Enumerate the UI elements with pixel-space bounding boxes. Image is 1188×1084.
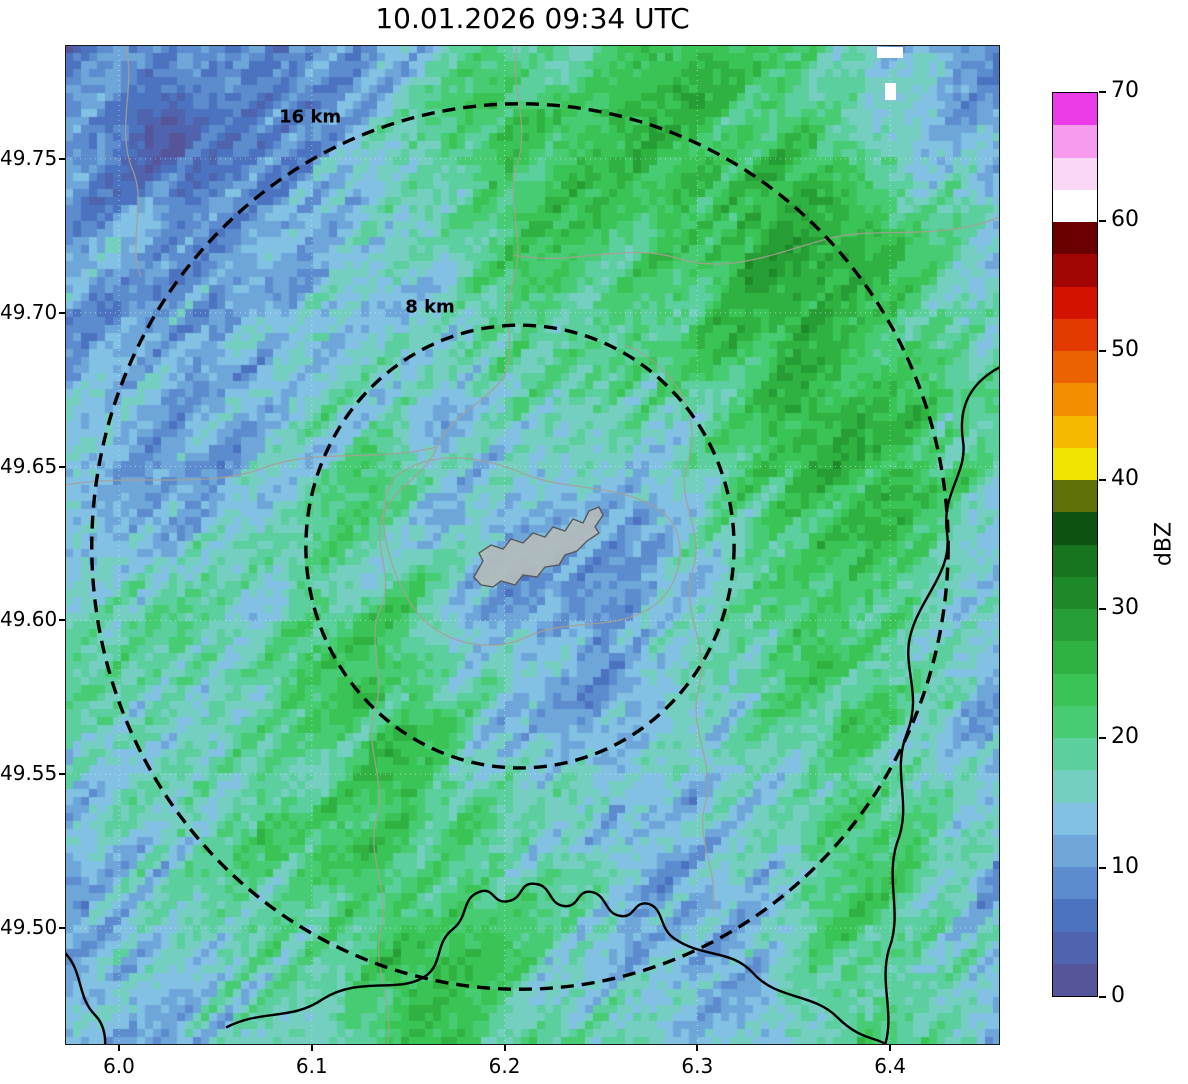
x-tick-mark: [696, 1045, 699, 1051]
y-tick-mark: [59, 311, 65, 314]
y-tick-label: 49.70: [0, 299, 58, 324]
y-tick-label: 49.60: [0, 607, 58, 632]
y-tick-mark: [59, 157, 65, 160]
colorbar-tick-label: 0: [1111, 983, 1125, 1008]
colorbar-segment: [1053, 189, 1097, 222]
range-ring-label-8km: 8 km: [405, 296, 455, 318]
colorbar-segment: [1053, 447, 1097, 480]
colorbar-segment: [1053, 802, 1097, 835]
colorbar-tick-label: 50: [1111, 336, 1139, 362]
colorbar-segment: [1053, 705, 1097, 738]
colorbar-segment: [1053, 867, 1097, 900]
x-tick-label: 6.2: [488, 1054, 521, 1078]
figure-title: 10.01.2026 09:34 UTC: [375, 2, 690, 35]
colorbar-segment: [1053, 157, 1097, 190]
colorbar-segment: [1053, 512, 1097, 545]
colorbar-segment: [1053, 125, 1097, 158]
x-tick-label: 6.3: [681, 1054, 714, 1078]
colorbar-tick-mark: [1099, 866, 1106, 869]
y-tick-mark: [59, 773, 65, 776]
colorbar-tick-mark: [1099, 478, 1106, 481]
colorbar-segment: [1053, 480, 1097, 513]
y-tick-label: 49.55: [0, 761, 58, 786]
radar-reflectivity-canvas: [65, 45, 1000, 1045]
colorbar-tick-label: 60: [1111, 207, 1139, 233]
colorbar-segment: [1053, 318, 1097, 351]
x-tick-mark: [117, 1045, 120, 1051]
colorbar-segment: [1053, 93, 1097, 126]
colorbar-tick-mark: [1099, 996, 1106, 998]
colorbar-segment: [1053, 576, 1097, 609]
colorbar-segment: [1053, 931, 1097, 964]
colorbar-segment: [1053, 383, 1097, 416]
colorbar-segment: [1053, 609, 1097, 642]
colorbar-segment: [1053, 899, 1097, 932]
colorbar-tick-mark: [1099, 91, 1106, 93]
colorbar-segment: [1053, 415, 1097, 448]
colorbar-segment: [1053, 770, 1097, 803]
colorbar-segment: [1053, 673, 1097, 706]
colorbar-tick-mark: [1099, 608, 1106, 611]
colorbar-tick-mark: [1099, 349, 1106, 352]
range-ring-label-16km: 16 km: [279, 106, 342, 128]
colorbar-tick-mark: [1099, 737, 1106, 740]
x-tick-mark: [889, 1045, 892, 1051]
x-tick-label: 6.4: [874, 1054, 907, 1078]
colorbar-segment: [1053, 738, 1097, 771]
y-tick-label: 49.50: [0, 915, 58, 940]
colorbar-segment: [1053, 544, 1097, 577]
x-tick-label: 6.1: [295, 1054, 328, 1078]
y-tick-mark: [59, 465, 65, 468]
colorbar-segment: [1053, 286, 1097, 319]
colorbar-tick-label: 40: [1111, 465, 1139, 491]
colorbar-tick-label: 30: [1111, 595, 1139, 621]
colorbar-segment: [1053, 254, 1097, 287]
x-tick-label: 6.0: [103, 1054, 135, 1078]
x-tick-mark: [310, 1045, 313, 1051]
colorbar-segment: [1053, 834, 1097, 867]
colorbar-segment: [1053, 963, 1097, 996]
colorbar-axis-label: dBZ: [1151, 521, 1177, 567]
colorbar-segment: [1053, 351, 1097, 384]
colorbar: [1052, 92, 1098, 997]
colorbar-segment: [1053, 222, 1097, 255]
y-tick-mark: [59, 927, 65, 930]
y-tick-mark: [59, 619, 65, 622]
colorbar-segment: [1053, 641, 1097, 674]
colorbar-tick-mark: [1099, 220, 1106, 223]
colorbar-tick-label: 70: [1111, 78, 1139, 103]
y-tick-label: 49.75: [0, 145, 58, 170]
x-tick-mark: [503, 1045, 506, 1051]
y-tick-label: 49.65: [0, 453, 58, 478]
colorbar-tick-label: 20: [1111, 724, 1139, 750]
colorbar-tick-label: 10: [1111, 853, 1139, 879]
